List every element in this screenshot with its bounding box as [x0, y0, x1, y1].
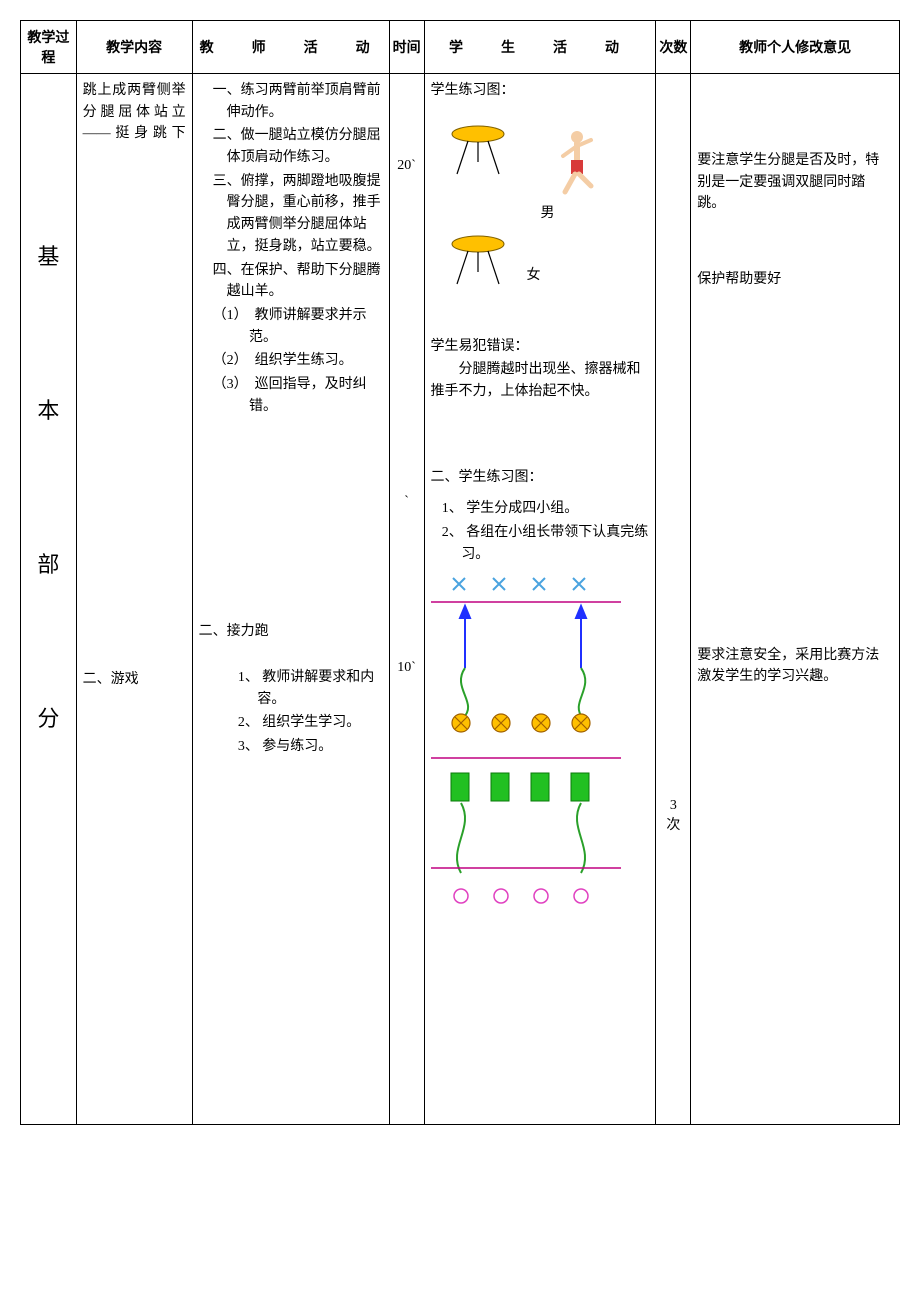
cell-teacher: 一、练习两臂前举顶肩臂前伸动作。 二、做一腿站立模仿分腿屈体顶肩动作练习。 三、… [192, 74, 389, 1125]
teacher-sec2-2: 2、 组织学生学习。 [227, 712, 383, 734]
time-1: 20` [396, 158, 418, 174]
time-3: 10` [396, 660, 418, 676]
teacher-l4-1: （1） 教师讲解要求并示范。 [199, 305, 383, 348]
practice-diagram-1b: 女 [431, 234, 650, 314]
label-female: 女 [527, 264, 541, 284]
label-male: 男 [541, 202, 555, 222]
hdr-teacher: 教 师 活 动 [192, 21, 389, 74]
teacher-l4-3: （3） 巡回指导，及时纠错。 [199, 374, 383, 417]
hdr-time: 时间 [389, 21, 424, 74]
note-1: 要注意学生分腿是否及时，特别是一定要强调双腿同时踏跳。 [697, 150, 893, 215]
student-diagram1-title: 学生练习图： [431, 80, 650, 102]
cell-process: 基 本 部 分 [21, 74, 77, 1125]
teacher-l4-2: （2） 组织学生练习。 [199, 350, 383, 372]
hdr-student: 学 生 活 动 [424, 21, 656, 74]
student-diagram2-title: 二、学生练习图： [431, 467, 650, 489]
practice-diagram-1: 男 [431, 124, 650, 234]
lesson-plan-table: 教学过程 教学内容 教 师 活 动 时间 学 生 活 动 次数 教师个人修改意见… [20, 20, 900, 1125]
note-3: 要求注意安全，采用比赛方法激发学生的学习兴趣。 [697, 645, 893, 688]
relay-diagram [431, 568, 650, 928]
teacher-l2: 二、做一腿站立模仿分腿屈体顶肩动作练习。 [213, 125, 383, 168]
hdr-count: 次数 [656, 21, 691, 74]
teacher-sec2-3: 3、 参与练习。 [227, 736, 383, 758]
teacher-sec2-title: 二、接力跑 [199, 621, 383, 643]
teacher-sec2-1: 1、 教师讲解要求和内容。 [227, 667, 383, 710]
cell-student: 学生练习图： [424, 74, 656, 1125]
relay-svg [431, 568, 621, 928]
content-item1: 跳上成两臂侧举分腿屈体站立——挺身跳下 [83, 80, 186, 145]
hdr-content: 教学内容 [76, 21, 192, 74]
body-row: 基 本 部 分 跳上成两臂侧举分腿屈体站立——挺身跳下 二、游戏 一、练习两臂前… [21, 74, 900, 1125]
time-2: ` [396, 494, 418, 510]
cell-time: 20` ` 10` [389, 74, 424, 1125]
student-d2-1: 1、 学生分成四小组。 [431, 498, 650, 520]
student-errors-body: 分腿腾越时出现坐、擦器械和推手不力，上体抬起不快。 [431, 359, 650, 402]
student-d2-2: 2、 各组在小组长带领下认真完练习。 [431, 522, 650, 565]
cell-content: 跳上成两臂侧举分腿屈体站立——挺身跳下 二、游戏 [76, 74, 192, 1125]
student-errors-title: 学生易犯错误： [431, 336, 650, 358]
process-label: 基 本 部 分 [27, 78, 70, 757]
cell-notes: 要注意学生分腿是否及时，特别是一定要强调双腿同时踏跳。 保护帮助要好 要求注意安… [691, 74, 900, 1125]
hdr-process: 教学过程 [21, 21, 77, 74]
runner-icon [551, 128, 601, 198]
vault-female-icon [443, 234, 513, 294]
teacher-l1: 一、练习两臂前举顶肩臂前伸动作。 [213, 80, 383, 123]
cell-count: 3 次 [656, 74, 691, 1125]
note-2: 保护帮助要好 [697, 269, 893, 291]
content-item2: 二、游戏 [83, 669, 186, 691]
header-row: 教学过程 教学内容 教 师 活 动 时间 学 生 活 动 次数 教师个人修改意见 [21, 21, 900, 74]
vault-male-icon [443, 124, 513, 184]
teacher-l3: 三、俯撑，两脚蹬地吸腹提臀分腿，重心前移，推手成两臂侧举分腿屈体站立，挺身跳，站… [213, 171, 383, 258]
hdr-notes: 教师个人修改意见 [691, 21, 900, 74]
count-1: 3 次 [662, 798, 684, 834]
teacher-l4: 四、在保护、帮助下分腿腾越山羊。 [213, 260, 383, 303]
